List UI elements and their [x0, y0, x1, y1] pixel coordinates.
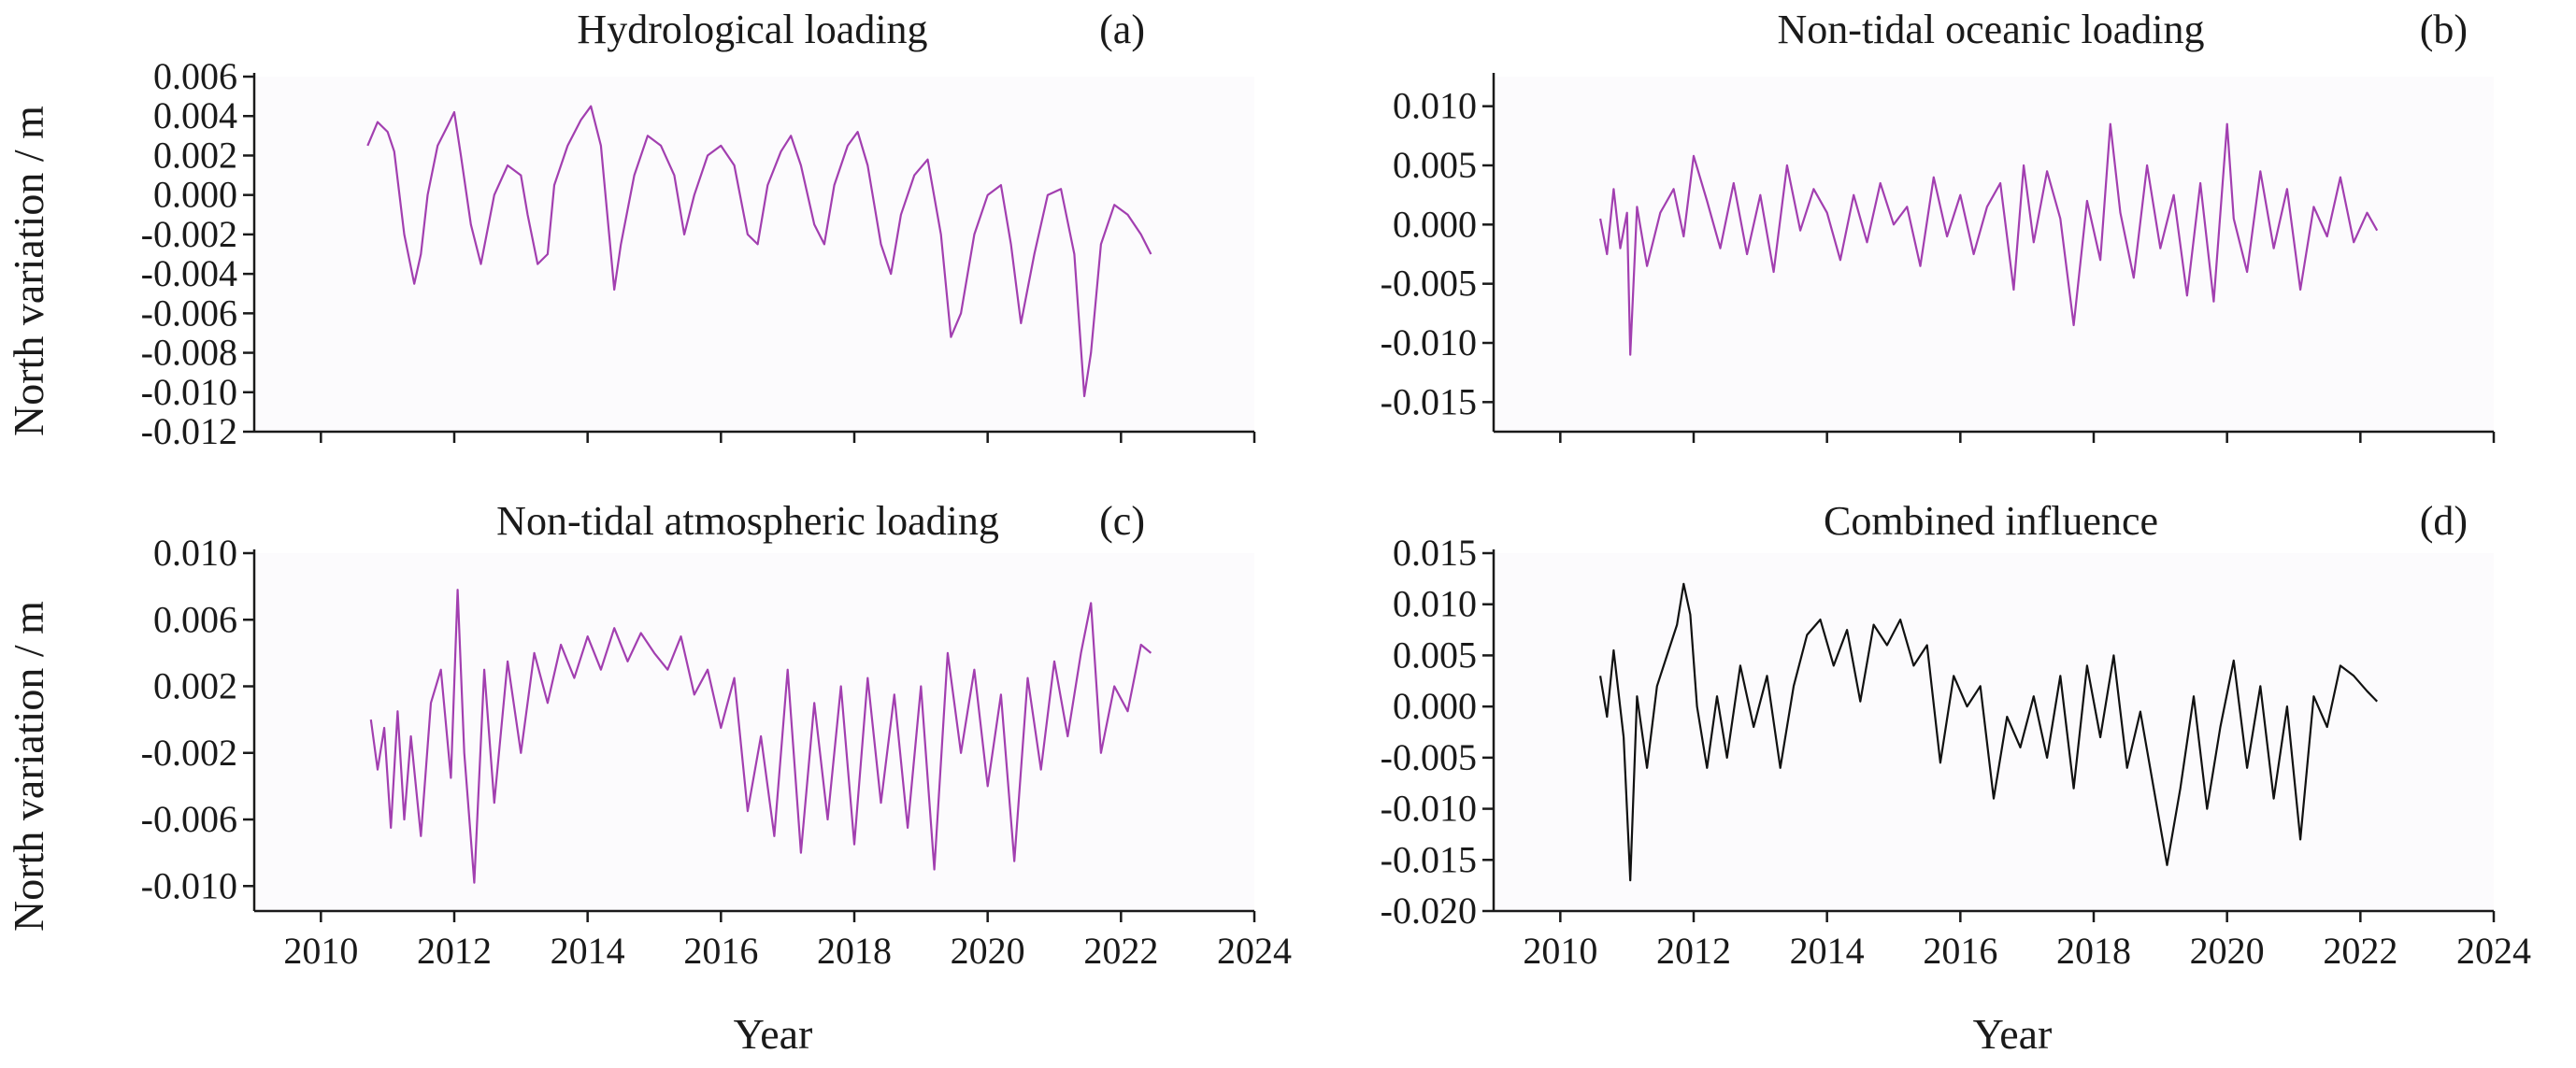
x-tick-label: 2010	[1523, 930, 1597, 972]
y-axis-title: North variation / m	[5, 601, 52, 932]
y-axis-title: North variation / m	[5, 106, 52, 436]
y-tick-label: -0.002	[141, 732, 237, 774]
y-tick-label: 0.002	[153, 665, 237, 707]
y-tick-label: -0.005	[1381, 263, 1477, 305]
chart-panel-c: -0.010 -0.006 -0.002 0.002 0.006 0.010 2010 201…	[5, 498, 1292, 1058]
y-tick-label: 0.000	[153, 174, 237, 216]
x-tick-label: 2020	[2190, 930, 2265, 972]
x-tick-label: 2014	[551, 930, 625, 972]
panel-title: Combined influence	[1824, 498, 2158, 544]
y-tick-label: -0.006	[141, 798, 237, 840]
x-tick-label: 2022	[2323, 930, 2397, 972]
y-tick-label: -0.010	[1381, 788, 1477, 830]
y-tick-label: -0.004	[141, 252, 237, 294]
x-tick-label: 2012	[1656, 930, 1731, 972]
y-tick-label: -0.015	[1381, 838, 1477, 880]
y-tick-label: -0.012	[141, 410, 237, 452]
plot-area	[1494, 553, 2494, 911]
y-tick-label: 0.006	[153, 598, 237, 640]
plot-area	[1494, 77, 2494, 432]
y-tick-label: -0.005	[1381, 736, 1477, 778]
y-tick-label: -0.010	[141, 864, 237, 906]
panel-label: (c)	[1099, 498, 1145, 544]
series-line-c	[369, 589, 1152, 884]
x-axis-title: Year	[734, 1010, 813, 1058]
y-tick-label: 0.005	[1393, 144, 1477, 186]
x-tick-label: 2012	[417, 930, 492, 972]
y-tick-label: 0.010	[1393, 583, 1477, 625]
y-tick-label: -0.015	[1381, 380, 1477, 422]
series-line-b	[1599, 122, 2379, 356]
y-tick-label: 0.000	[1393, 685, 1477, 727]
plot-area	[254, 77, 1254, 432]
x-tick-label: 2020	[951, 930, 1025, 972]
chart-panel-b: -0.015 -0.010 -0.005 0.000 0.005 0.010 Non-tid…	[1381, 7, 2496, 443]
y-tick-label: 0.000	[1393, 203, 1477, 245]
x-tick-label: 2010	[283, 930, 358, 972]
y-tick-label: 0.005	[1393, 634, 1477, 676]
y-tick-label: -0.006	[141, 292, 237, 334]
plot-area	[254, 553, 1254, 911]
x-tick-label: 2022	[1083, 930, 1158, 972]
series-line-d	[1599, 582, 2378, 882]
x-tick-label: 2024	[1217, 930, 1292, 972]
x-tick-label: 2016	[1923, 930, 1997, 972]
panel-label: (a)	[1099, 7, 1145, 52]
y-tick-label: 0.004	[153, 94, 237, 136]
chart-panel-a: -0.012-0.010-0.008-0.006-0.004-0.0020.00…	[5, 7, 1256, 452]
panel-title: Non-tidal oceanic loading	[1778, 7, 2205, 52]
y-tick-label: 0.010	[153, 532, 237, 574]
y-tick-label: -0.008	[141, 332, 237, 374]
x-tick-label: 2016	[683, 930, 758, 972]
y-tick-label: 0.002	[153, 134, 237, 176]
x-tick-label: 2014	[1790, 930, 1865, 972]
panel-label: (d)	[2420, 498, 2468, 544]
panel-title: Hydrological loading	[577, 7, 927, 52]
x-tick-label: 2024	[2456, 930, 2531, 972]
y-tick-label: 0.006	[153, 55, 237, 97]
y-tick-label: -0.010	[1381, 321, 1477, 363]
panel-label: (b)	[2420, 7, 2468, 52]
panel-title: Non-tidal atmospheric loading	[496, 498, 999, 544]
series-line-a	[366, 105, 1152, 398]
y-tick-label: -0.020	[1381, 890, 1477, 932]
x-tick-label: 2018	[2056, 930, 2131, 972]
y-tick-label: 0.015	[1393, 532, 1477, 574]
y-tick-label: -0.010	[141, 371, 237, 413]
y-tick-label: 0.010	[1393, 85, 1477, 127]
x-axis-title: Year	[1973, 1010, 2053, 1058]
x-tick-label: 2018	[817, 930, 892, 972]
chart-panel-d: -0.020 -0.015 -0.010 -0.005 0.000 0.005 0.010 0…	[1381, 498, 2531, 1058]
y-tick-label: -0.002	[141, 213, 237, 255]
